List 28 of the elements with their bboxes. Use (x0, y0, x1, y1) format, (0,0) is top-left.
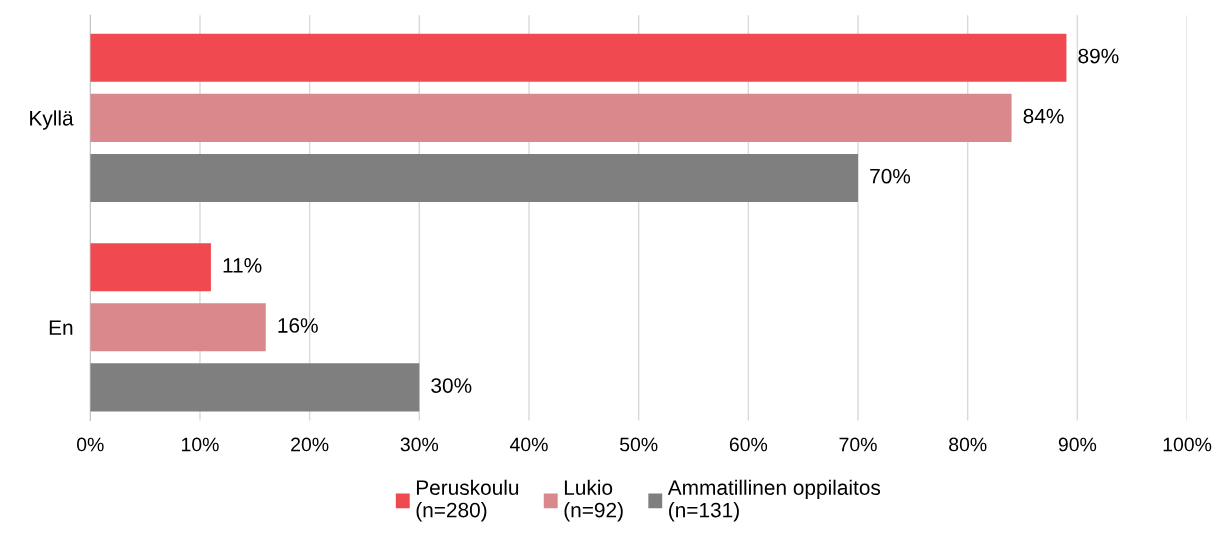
legend-label: Ammatillinen oppilaitos (n=131) (667, 479, 881, 522)
x-tick-label: 70% (839, 437, 877, 452)
legend-label: Lukio (n=92) (564, 479, 623, 522)
y-tick-label: En (49, 320, 73, 335)
x-tick-label: 40% (509, 437, 548, 452)
legend-label: Peruskoulu (n=280) (416, 479, 519, 522)
bar (90, 33, 1067, 82)
bar (90, 243, 211, 292)
data-label: 16% (278, 318, 318, 333)
data-label: 30% (431, 378, 472, 393)
x-tick-label: 0% (76, 437, 104, 452)
x-tick-label: 100% (1163, 437, 1212, 452)
data-label: 84% (1023, 108, 1064, 124)
bar (90, 153, 859, 202)
data-label: 89% (1078, 48, 1119, 64)
x-tick-label: 20% (291, 437, 329, 452)
x-tick-label: 50% (619, 437, 658, 452)
bar (90, 363, 420, 412)
data-label: 70% (870, 168, 911, 184)
x-tick-label: 90% (1058, 437, 1097, 452)
data-label: 11% (223, 258, 262, 273)
x-tick-label: 60% (729, 437, 768, 452)
y-tick-label: Kyllä (30, 110, 74, 130)
x-tick-label: 10% (181, 437, 219, 452)
bar (90, 93, 1012, 142)
x-tick-label: 80% (949, 437, 987, 452)
x-tick-label: 30% (400, 437, 439, 452)
bar (90, 303, 266, 352)
